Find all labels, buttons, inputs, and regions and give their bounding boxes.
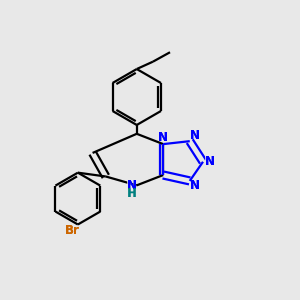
Text: N: N	[190, 129, 201, 142]
Text: N: N	[190, 179, 200, 192]
Text: H: H	[127, 187, 136, 200]
Text: H: H	[128, 189, 136, 199]
Text: N: N	[158, 131, 168, 144]
Text: N: N	[190, 179, 200, 192]
Text: Br: Br	[64, 224, 80, 237]
Text: N: N	[190, 179, 201, 192]
Text: N: N	[127, 179, 136, 192]
Text: N: N	[126, 179, 137, 192]
Text: N: N	[205, 155, 214, 168]
Text: Br: Br	[64, 224, 80, 237]
Text: N: N	[127, 179, 136, 192]
Text: Br: Br	[64, 224, 80, 237]
Text: N: N	[158, 131, 168, 144]
Text: N: N	[190, 129, 200, 142]
Text: N: N	[204, 155, 215, 168]
Text: N: N	[158, 131, 169, 144]
Text: N: N	[205, 155, 214, 168]
Text: H: H	[126, 187, 137, 200]
Text: N: N	[190, 129, 200, 142]
